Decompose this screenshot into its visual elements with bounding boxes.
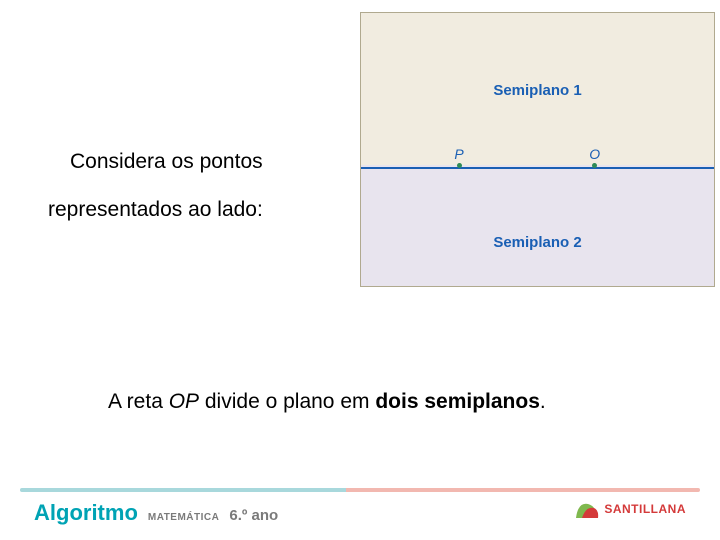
point-p: P	[454, 147, 463, 168]
publisher-logo: SANTILLANA	[574, 498, 686, 520]
footer: Algoritmo MATEMÁTICA 6.º ano SANTILLANA	[0, 488, 720, 540]
point-p-label: P	[454, 147, 463, 161]
footer-bar-right	[346, 488, 700, 492]
footer-bar	[20, 488, 700, 492]
point-o: O	[589, 147, 600, 168]
semiplane-diagram: Semiplano 1 P O Semiplano 2	[360, 12, 715, 287]
grade-label: 6.º ano	[229, 507, 278, 524]
brand-name: Algoritmo	[34, 500, 138, 526]
intro-line-1: Considera os pontos	[70, 150, 263, 174]
footer-bar-left	[20, 488, 346, 492]
conclusion-bold: dois semiplanos	[375, 390, 540, 413]
point-p-dot	[457, 163, 462, 168]
conclusion-mid: divide o plano em	[199, 390, 375, 413]
point-o-label: O	[589, 147, 600, 161]
publisher-name: SANTILLANA	[604, 502, 686, 516]
conclusion-text: A reta OP divide o plano em dois semipla…	[108, 390, 546, 414]
subject-label: MATEMÁTICA	[148, 512, 219, 523]
conclusion-line-name: OP	[169, 390, 199, 413]
semiplane-1-label: Semiplano 1	[361, 82, 714, 99]
brand-logo: Algoritmo MATEMÁTICA 6.º ano	[34, 500, 278, 526]
point-o-dot	[592, 163, 597, 168]
semiplane-2-label: Semiplano 2	[361, 234, 714, 251]
intro-line-2: representados ao lado:	[48, 198, 263, 222]
slide: Considera os pontos representados ao lad…	[0, 0, 720, 540]
publisher-icon	[574, 498, 600, 520]
conclusion-post: .	[540, 390, 546, 413]
semiplane-2-region	[361, 165, 714, 286]
line-op	[361, 167, 714, 169]
conclusion-pre: A reta	[108, 390, 169, 413]
